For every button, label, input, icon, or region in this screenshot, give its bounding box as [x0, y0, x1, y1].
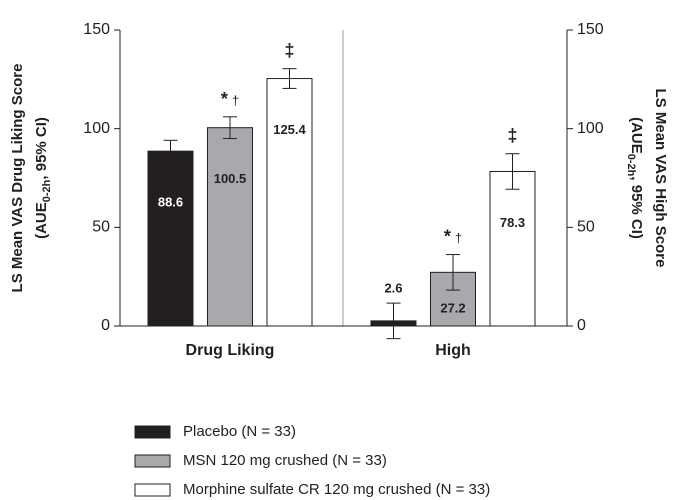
axis-label-part: (AUE: [628, 117, 645, 154]
significance-marker: ‡: [284, 41, 294, 61]
significance-symbol: *: [444, 227, 451, 247]
axis-label-line: (AUE0-2h, 95% CI): [625, 117, 645, 239]
legend-swatch: [134, 425, 171, 439]
axis-label: LS Mean VAS High Score (AUE0-2h, 95% CI): [625, 89, 669, 268]
legend-swatch: [134, 454, 171, 468]
axis-label-part: , 95% CI): [628, 176, 645, 239]
significance-symbol: †: [455, 231, 462, 246]
significance-marker: * †: [221, 89, 239, 109]
bar: [489, 170, 536, 327]
value-label: 2.6: [384, 281, 402, 296]
value-label: 125.4: [273, 122, 306, 137]
value-label: 88.6: [158, 195, 183, 210]
axis-label-line: LS Mean VAS High Score: [652, 89, 669, 268]
value-label: 27.2: [440, 301, 465, 316]
y2-tick-label: 50: [577, 219, 595, 236]
axis-label-sub: 0-2h: [41, 179, 53, 202]
y2-tick-label: 0: [577, 317, 586, 334]
y2-tick-label: 100: [577, 120, 604, 137]
y-tick-label: 150: [83, 21, 110, 38]
legend-label: MSN 120 mg crushed (N = 33): [183, 452, 387, 469]
legend-swatch: [134, 483, 171, 497]
y-tick-label: 100: [83, 120, 110, 137]
x-tick-label: Drug Liking: [186, 342, 275, 359]
bar: [147, 150, 194, 327]
y-tick-label: 0: [101, 317, 110, 334]
axis-label-line: LS Mean VAS Drug Liking Score: [9, 64, 26, 293]
significance-symbol: *: [221, 89, 228, 109]
significance-symbol: ‡: [284, 41, 294, 61]
x-tick-label: High: [435, 342, 471, 359]
value-label: 78.3: [500, 215, 525, 230]
axis-label-part: (AUE: [33, 202, 50, 239]
y2-tick-label: 150: [577, 21, 604, 38]
value-label: 100.5: [214, 171, 247, 186]
axis-label-sub: 0-2h: [625, 154, 637, 177]
y-tick-label: 50: [92, 219, 110, 236]
bar: [207, 127, 253, 327]
significance-marker: ‡: [507, 126, 517, 146]
axis-label-part: , 95% CI): [33, 117, 50, 180]
axis-label-line: (AUE0-2h, 95% CI): [33, 117, 53, 239]
significance-marker: * †: [444, 227, 462, 247]
significance-symbol: ‡: [507, 126, 517, 146]
axis-label: LS Mean VAS Drug Liking Score (AUE0-2h, 9…: [9, 64, 53, 293]
legend-label: Placebo (N = 33): [183, 423, 296, 440]
bar: [266, 78, 313, 327]
significance-symbol: †: [232, 93, 239, 108]
legend-label: Morphine sulfate CR 120 mg crushed (N = …: [183, 481, 490, 498]
